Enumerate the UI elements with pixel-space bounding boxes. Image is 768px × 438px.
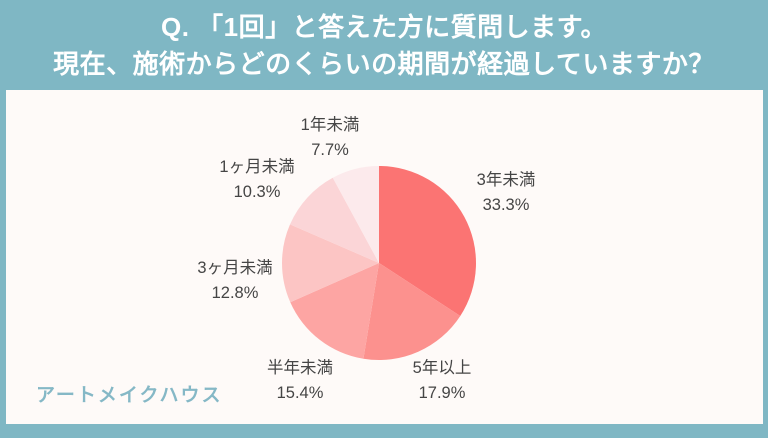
pie-slice-2: [290, 263, 379, 359]
pie-slice-4: [290, 177, 379, 263]
slice-label-name: 3年未満: [476, 171, 536, 189]
slice-label-5: 1年未満 7.7%: [301, 113, 360, 163]
slice-label-2: 半年未満 15.4%: [267, 356, 333, 406]
pie-chart: [282, 166, 477, 360]
slice-label-value: 12.8%: [211, 284, 259, 302]
slice-label-4: 1ヶ月未満 10.3%: [219, 155, 294, 205]
brand-logo: アートメイクハウス: [36, 385, 223, 406]
slice-label-name: 1ヶ月未満: [219, 158, 295, 176]
slice-label-name: 3ヶ月未満: [197, 259, 273, 277]
slice-label-1: 5年以上 17.9%: [413, 356, 472, 406]
header: Q. 「1回」と答えた方に質問します。 現在、施術からどのくらいの期間が経過して…: [0, 0, 768, 90]
page-title-line-1: Q. 「1回」と答えた方に質問します。: [160, 12, 608, 42]
pie-slice-3: [282, 224, 379, 303]
slice-label-value: 33.3%: [482, 196, 530, 214]
slice-label-value: 15.4%: [276, 384, 324, 402]
pie-slice-1: [363, 263, 461, 360]
slice-label-value: 10.3%: [233, 183, 281, 201]
pie-slice-0: [379, 166, 477, 316]
slice-label-name: 5年以上: [412, 359, 472, 377]
slice-label-name: 1年未満: [300, 116, 360, 134]
slice-label-value: 17.9%: [418, 384, 466, 402]
page-title-line-2: 現在、施術からどのくらいの期間が経過していますか？: [53, 49, 715, 79]
chart-panel: 3年未満 33.3% 5年以上 17.9% 半年未満 15.4% 3ヶ月未満 12.8% 1ヶ月…: [6, 90, 763, 424]
slice-label-3: 3ヶ月未満 12.8%: [197, 256, 272, 306]
slice-label-0: 3年未満 33.3%: [477, 168, 536, 218]
slice-label-value: 7.7%: [311, 141, 349, 159]
slice-label-name: 半年未満: [267, 359, 333, 377]
pie-slice-5: [332, 166, 379, 263]
